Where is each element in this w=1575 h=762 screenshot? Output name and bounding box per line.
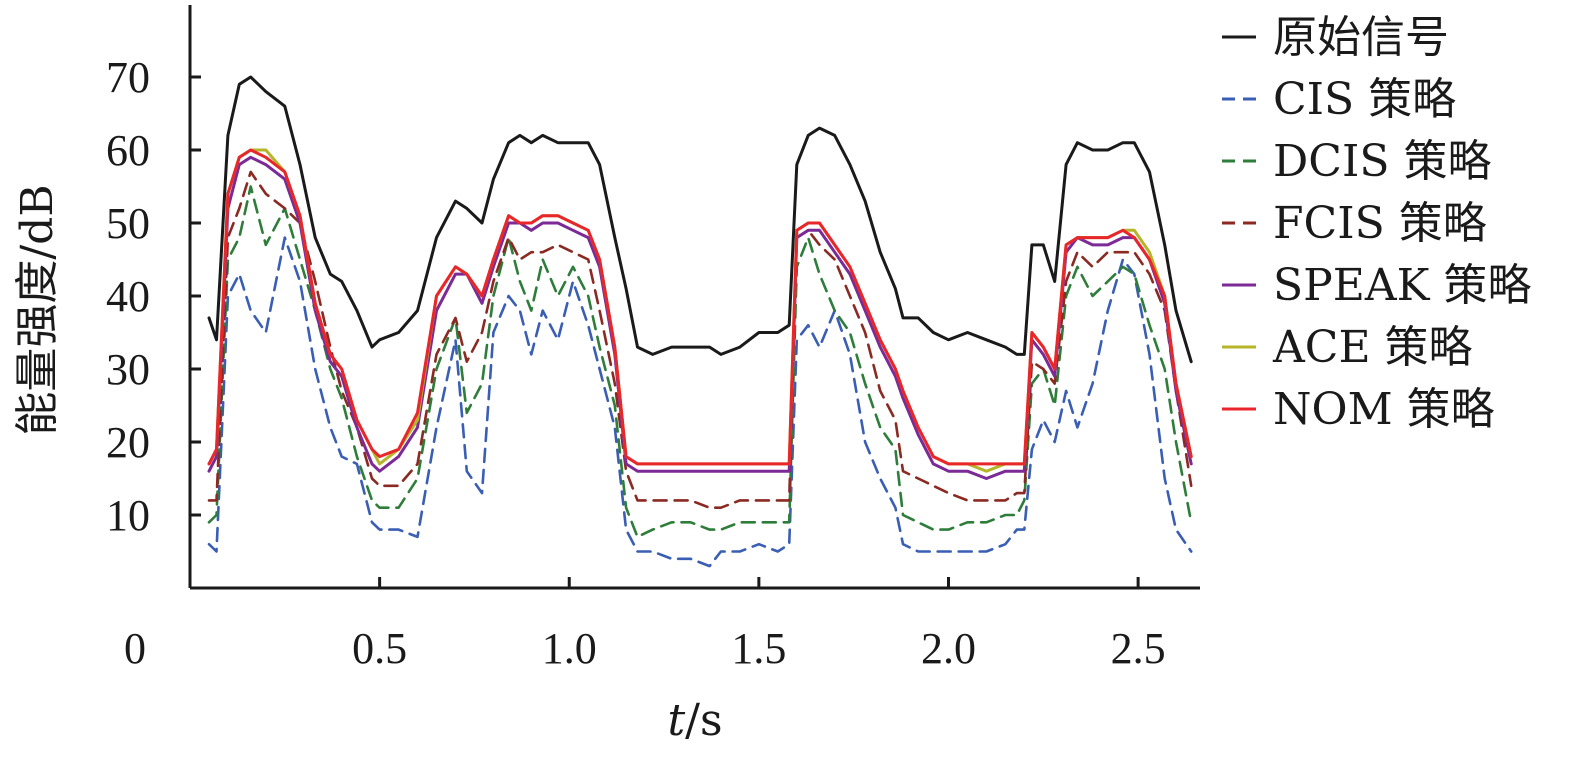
y-tick-label: 10 [106, 491, 150, 540]
x-axis-title-unit: /s [685, 695, 722, 746]
y-tick-label: 70 [106, 53, 150, 102]
x-tick-label: 2.5 [1111, 624, 1166, 673]
y-tick-label: 30 [106, 345, 150, 394]
y-tick-label: 60 [106, 126, 150, 175]
origin-label: 0 [124, 624, 146, 673]
x-axis-title: t/s [667, 695, 722, 746]
legend-label: 原始信号 [1273, 12, 1449, 63]
series-line-2 [207, 185, 1193, 539]
legend-label: DCIS 策略 [1273, 136, 1491, 187]
series-line-6 [207, 148, 1193, 466]
x-tick-label: 1.5 [731, 624, 786, 673]
series-line-0 [207, 75, 1193, 364]
y-tick-label: 20 [106, 418, 150, 467]
y-tick-label: 50 [106, 199, 150, 248]
legend-label: SPEAK 策略 [1273, 260, 1532, 311]
series-line-3 [207, 170, 1193, 510]
legend-label: ACE 策略 [1272, 322, 1473, 373]
legend-label: FCIS 策略 [1273, 198, 1487, 249]
legend-label: CIS 策略 [1273, 74, 1456, 125]
y-tick-label: 40 [106, 272, 150, 321]
legend-label: NOM 策略 [1273, 384, 1495, 435]
series-line-4 [207, 155, 1193, 480]
ticks: 10 20 30 40 50 60 70 0.5 1.0 1.5 2.0 2.5 [106, 53, 1166, 673]
series-layer [207, 75, 1193, 568]
x-tick-label: 0.5 [352, 624, 407, 673]
series-line-1 [207, 236, 1193, 568]
axes [188, 5, 1200, 590]
x-tick-label: 2.0 [921, 624, 976, 673]
x-axis-title-var: t [667, 695, 685, 746]
y-axis-title: 能量强度/dB [12, 184, 63, 435]
legend: 原始信号 CIS 策略 DCIS 策略 FCIS 策略 SPEAK 策略 ACE 策略 NO… [1222, 12, 1532, 435]
x-tick-label: 1.0 [542, 624, 597, 673]
